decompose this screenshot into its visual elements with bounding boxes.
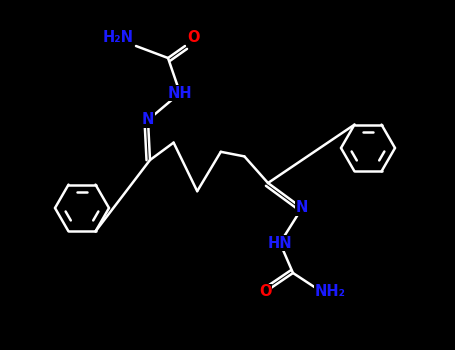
Text: H₂N: H₂N xyxy=(102,30,133,46)
Text: O: O xyxy=(259,285,271,300)
Text: N: N xyxy=(296,201,308,216)
Text: N: N xyxy=(142,112,154,127)
Text: NH: NH xyxy=(168,85,192,100)
Text: O: O xyxy=(187,30,199,46)
Text: HN: HN xyxy=(268,236,292,251)
Text: NH₂: NH₂ xyxy=(314,285,345,300)
